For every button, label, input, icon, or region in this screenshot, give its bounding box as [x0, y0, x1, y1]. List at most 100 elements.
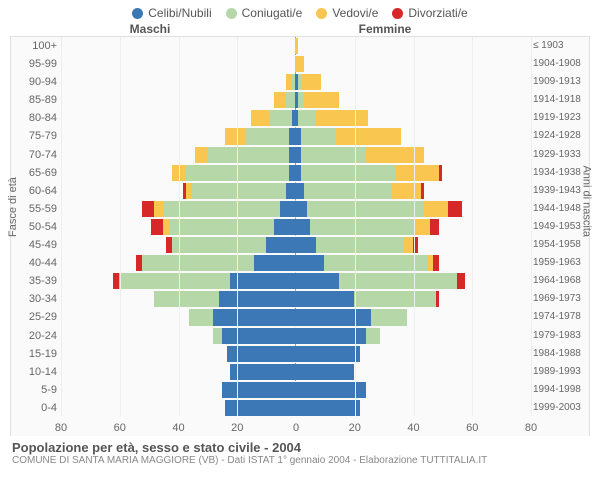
legend-label: Divorziati/e: [408, 6, 467, 20]
male-bar: [151, 219, 295, 235]
female-label: Femmine: [240, 22, 590, 36]
male-bar: [183, 183, 295, 199]
seg-married: [301, 128, 336, 144]
female-bar: [295, 56, 304, 72]
legend-dot: [392, 8, 403, 19]
seg-married: [339, 273, 457, 289]
age-label: 10-14: [11, 363, 57, 381]
female-bar: [295, 309, 407, 325]
male-bar: [142, 201, 295, 217]
seg-widowed: [295, 56, 304, 72]
age-row: [61, 182, 529, 200]
age-row: [61, 363, 529, 381]
age-row: [61, 327, 529, 345]
seg-divorced: [448, 201, 463, 217]
seg-widowed: [392, 183, 421, 199]
seg-married: [371, 309, 406, 325]
seg-widowed: [366, 147, 425, 163]
age-label: 75-79: [11, 127, 57, 145]
legend-item: Vedovi/e: [316, 6, 378, 20]
female-bar: [295, 255, 439, 271]
seg-single: [213, 309, 295, 325]
birth-year-label: 1919-1923: [533, 109, 589, 127]
birth-year-label: 1984-1988: [533, 345, 589, 363]
seg-widowed: [195, 147, 207, 163]
seg-married: [301, 165, 395, 181]
male-bar: [251, 110, 295, 126]
age-row: [61, 218, 529, 236]
male-bar: [225, 400, 296, 416]
female-bar: [295, 74, 321, 90]
female-bar: [295, 237, 418, 253]
male-bar: [195, 147, 295, 163]
birth-year-label: 1949-1953: [533, 218, 589, 236]
seg-single: [295, 400, 360, 416]
seg-single: [295, 309, 371, 325]
birth-year-label: 1929-1933: [533, 146, 589, 164]
legend-label: Vedovi/e: [332, 6, 378, 20]
seg-married: [298, 110, 316, 126]
birth-year-label: 1934-1938: [533, 164, 589, 182]
age-row: [61, 345, 529, 363]
female-bar: [295, 92, 339, 108]
female-bar: [295, 128, 401, 144]
birth-year-label: 1999-2003: [533, 399, 589, 417]
age-label: 5-9: [11, 381, 57, 399]
age-label: 20-24: [11, 327, 57, 345]
seg-single: [295, 183, 304, 199]
seg-single: [225, 400, 296, 416]
female-bar: [295, 165, 442, 181]
age-row: [61, 37, 529, 55]
x-tick: 40: [172, 422, 184, 434]
age-row: [61, 164, 529, 182]
chart-subtitle: COMUNE DI SANTA MARIA MAGGIORE (VB) - Da…: [12, 455, 588, 466]
plot-area: Fasce di età Anni di nascita 80604020020…: [10, 36, 590, 436]
seg-married: [324, 255, 427, 271]
male-bar: [154, 291, 295, 307]
seg-married: [307, 201, 425, 217]
legend-label: Coniugati/e: [242, 6, 303, 20]
male-bar: [113, 273, 295, 289]
seg-widowed: [225, 128, 246, 144]
age-row: [61, 200, 529, 218]
seg-divorced: [436, 291, 439, 307]
seg-single: [280, 201, 295, 217]
gridline: [61, 37, 62, 416]
seg-single: [254, 255, 295, 271]
seg-widowed: [304, 92, 339, 108]
seg-divorced: [433, 255, 439, 271]
seg-widowed: [395, 165, 439, 181]
birth-year-label: 1994-1998: [533, 381, 589, 399]
seg-married: [207, 147, 289, 163]
age-label: 85-89: [11, 91, 57, 109]
gridline: [472, 37, 473, 416]
age-label: 65-69: [11, 164, 57, 182]
gridline: [179, 37, 180, 416]
age-row: [61, 272, 529, 290]
age-label: 50-54: [11, 218, 57, 236]
female-bar: [295, 201, 462, 217]
age-label: 80-84: [11, 109, 57, 127]
seg-single: [295, 255, 324, 271]
gridline: [355, 37, 356, 416]
seg-widowed: [413, 219, 431, 235]
seg-married: [286, 92, 295, 108]
age-label: 90-94: [11, 73, 57, 91]
birth-year-label: ≤ 1903: [533, 37, 589, 55]
gridline: [237, 37, 238, 416]
seg-single: [286, 183, 295, 199]
male-label: Maschi: [10, 22, 240, 36]
male-bar: [213, 328, 295, 344]
x-tick: 40: [407, 422, 419, 434]
male-bar: [222, 382, 295, 398]
birth-year-label: 1924-1928: [533, 127, 589, 145]
seg-widowed: [154, 201, 163, 217]
seg-widowed: [295, 38, 298, 54]
seg-divorced: [430, 219, 439, 235]
birth-year-label: 1964-1968: [533, 272, 589, 290]
male-bar: [274, 92, 295, 108]
seg-single: [295, 291, 354, 307]
age-row: [61, 308, 529, 326]
age-label: 35-39: [11, 272, 57, 290]
seg-widowed: [404, 237, 413, 253]
